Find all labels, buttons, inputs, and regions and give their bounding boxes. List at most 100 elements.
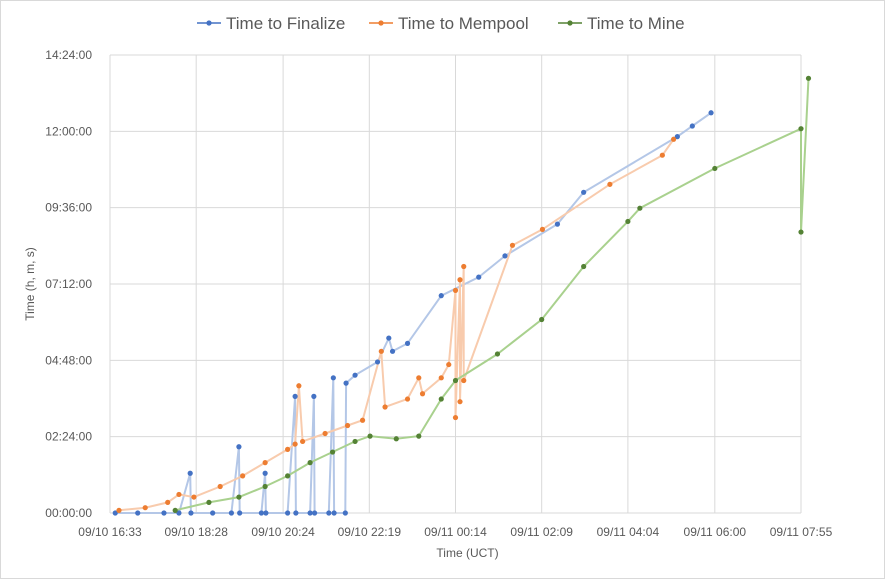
data-point [438,396,444,402]
data-point [322,430,328,437]
data-point [263,510,269,516]
data-point [172,507,178,513]
x-tick-label: 09/11 02:09 [510,525,573,539]
data-point [258,510,264,516]
data-point [176,491,182,498]
data-point [292,441,298,447]
data-point [404,396,411,402]
data-point [217,483,223,490]
x-tick-label: 09/10 20:24 [251,525,315,539]
data-point [312,510,318,516]
data-point [307,510,313,516]
data-point [307,460,313,466]
data-point [331,510,337,516]
data-point [326,510,332,516]
data-point [210,510,216,516]
data-point [142,505,148,511]
data-point [539,226,546,233]
data-point [452,287,459,293]
data-point [352,372,358,378]
legend-marker [567,20,573,26]
data-point [240,473,246,479]
legend-marker [378,20,384,26]
data-point [329,449,336,455]
x-axis-title: Time (UCT) [436,546,498,560]
data-point [342,510,348,516]
data-point [386,335,392,341]
data-point [554,221,561,227]
data-point [382,404,388,410]
data-point [262,470,268,476]
data-point [438,293,444,299]
data-point [670,136,677,142]
x-tick-label: 09/11 00:14 [424,525,487,539]
data-point [236,494,242,500]
data-point [188,510,194,516]
data-point [237,510,243,516]
data-point [367,433,373,439]
data-point [285,473,291,479]
data-point [539,316,545,323]
data-point [330,375,336,381]
data-point [165,499,171,505]
legend-label: Time to Mine [587,14,685,33]
data-point [311,393,317,399]
series-line [118,138,675,512]
data-point [416,375,422,381]
y-tick-label: 02:24:00 [45,430,92,444]
data-point [359,417,366,423]
data-point [712,165,718,172]
data-point [461,263,467,270]
data-point [285,446,291,452]
data-point [457,277,463,283]
data-point [116,507,122,513]
data-point [689,123,695,129]
data-point [293,510,299,516]
x-tick-label: 09/10 18:28 [164,525,228,539]
data-point [176,510,182,516]
y-tick-label: 12:00:00 [45,124,92,138]
data-point [206,499,212,505]
data-point [476,274,482,280]
y-tick-label: 09:36:00 [45,201,92,215]
data-point [438,375,444,381]
data-point [343,380,349,386]
data-point [581,263,587,270]
data-point [262,460,268,466]
y-tick-label: 14:24:00 [45,48,92,62]
y-tick-label: 00:00:00 [45,506,92,520]
data-point [419,391,426,397]
y-tick-label: 07:12:00 [45,277,92,291]
data-point [625,218,631,225]
data-point [798,126,804,132]
data-point [446,361,452,368]
data-point [285,510,291,516]
data-point [607,181,613,187]
data-point [404,340,411,346]
data-point [494,351,501,357]
data-point [509,242,516,248]
x-tick-label: 09/11 06:00 [684,525,747,539]
data-point [416,433,422,439]
data-point [112,510,118,516]
data-point [191,494,197,500]
x-tick-label: 09/11 04:04 [597,525,660,539]
series-line [174,78,810,512]
data-point [300,438,306,445]
x-tick-label: 09/10 22:19 [338,525,402,539]
data-point [161,510,167,516]
data-point [236,444,242,450]
data-point [393,436,399,442]
data-point [389,348,396,354]
data-point [805,75,812,81]
data-point [452,414,459,421]
data-point [452,377,459,384]
data-point [344,422,351,429]
data-point [581,189,587,195]
legend-marker [206,20,212,26]
data-point [228,510,235,516]
data-point [798,229,804,235]
x-tick-label: 09/10 16:33 [78,525,142,539]
